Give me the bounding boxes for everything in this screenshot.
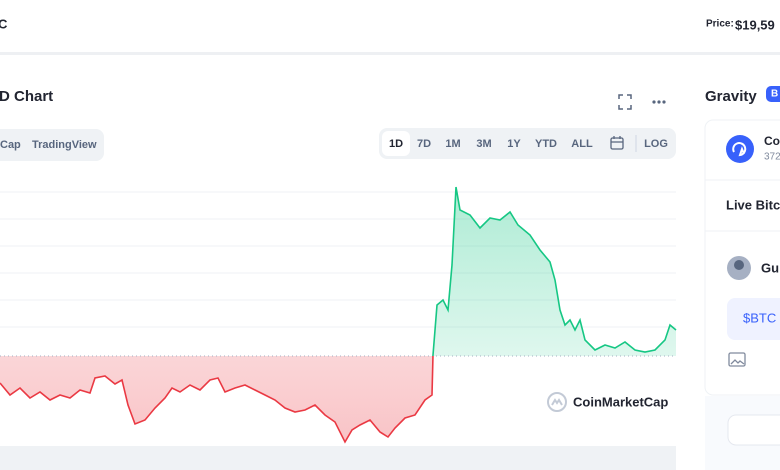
price-line-down [0, 356, 434, 444]
range-tab[interactable]: 1D [389, 138, 403, 150]
price-area-up [0, 187, 676, 356]
fullscreen-icon[interactable] [618, 94, 632, 110]
account-count: 372 [764, 152, 780, 163]
price-line-up [432, 186, 677, 356]
source-tabs [0, 129, 104, 161]
calendar-icon[interactable] [610, 136, 624, 150]
range-tab[interactable]: ALL [571, 138, 593, 150]
image-icon[interactable] [728, 352, 746, 367]
volume-bars [0, 446, 676, 470]
post-text[interactable]: $BTC [743, 310, 776, 325]
log-toggle[interactable]: LOG [644, 138, 668, 150]
price-area-down [0, 356, 676, 442]
watermark: CoinMarketCap [573, 394, 668, 409]
badge [766, 86, 780, 102]
grid [0, 191, 676, 328]
account-avatar[interactable] [726, 135, 754, 163]
section-title: Live Bitc [726, 197, 780, 212]
user-name[interactable]: Gu [761, 260, 779, 275]
account-name[interactable]: Co [764, 134, 780, 148]
range-tab-selected [382, 131, 410, 156]
logo-fragment: C [0, 16, 8, 31]
chart-title: D Chart [0, 88, 53, 105]
range-tab[interactable]: YTD [535, 138, 557, 150]
source-tab[interactable]: Cap [0, 139, 21, 151]
composer-input[interactable] [727, 414, 780, 446]
account-logo [732, 142, 747, 157]
top-bar [0, 0, 780, 52]
top-bar-shadow [0, 52, 780, 55]
range-tab[interactable]: 7D [417, 138, 431, 150]
range-tabs [379, 128, 676, 159]
badge-text: B [771, 89, 778, 100]
range-tab[interactable]: 3M [476, 138, 491, 150]
side-title: Gravity [705, 88, 757, 105]
price: $19,59 [735, 17, 775, 32]
range-tab[interactable]: 1M [445, 138, 460, 150]
source-tab[interactable]: TradingView [32, 139, 97, 151]
watermark-logo [547, 392, 567, 412]
range-tab[interactable]: 1Y [507, 138, 521, 150]
post-box [727, 298, 780, 340]
price-label: Price: [706, 19, 734, 30]
more-icon[interactable] [652, 100, 666, 104]
user-avatar-head [734, 260, 744, 270]
